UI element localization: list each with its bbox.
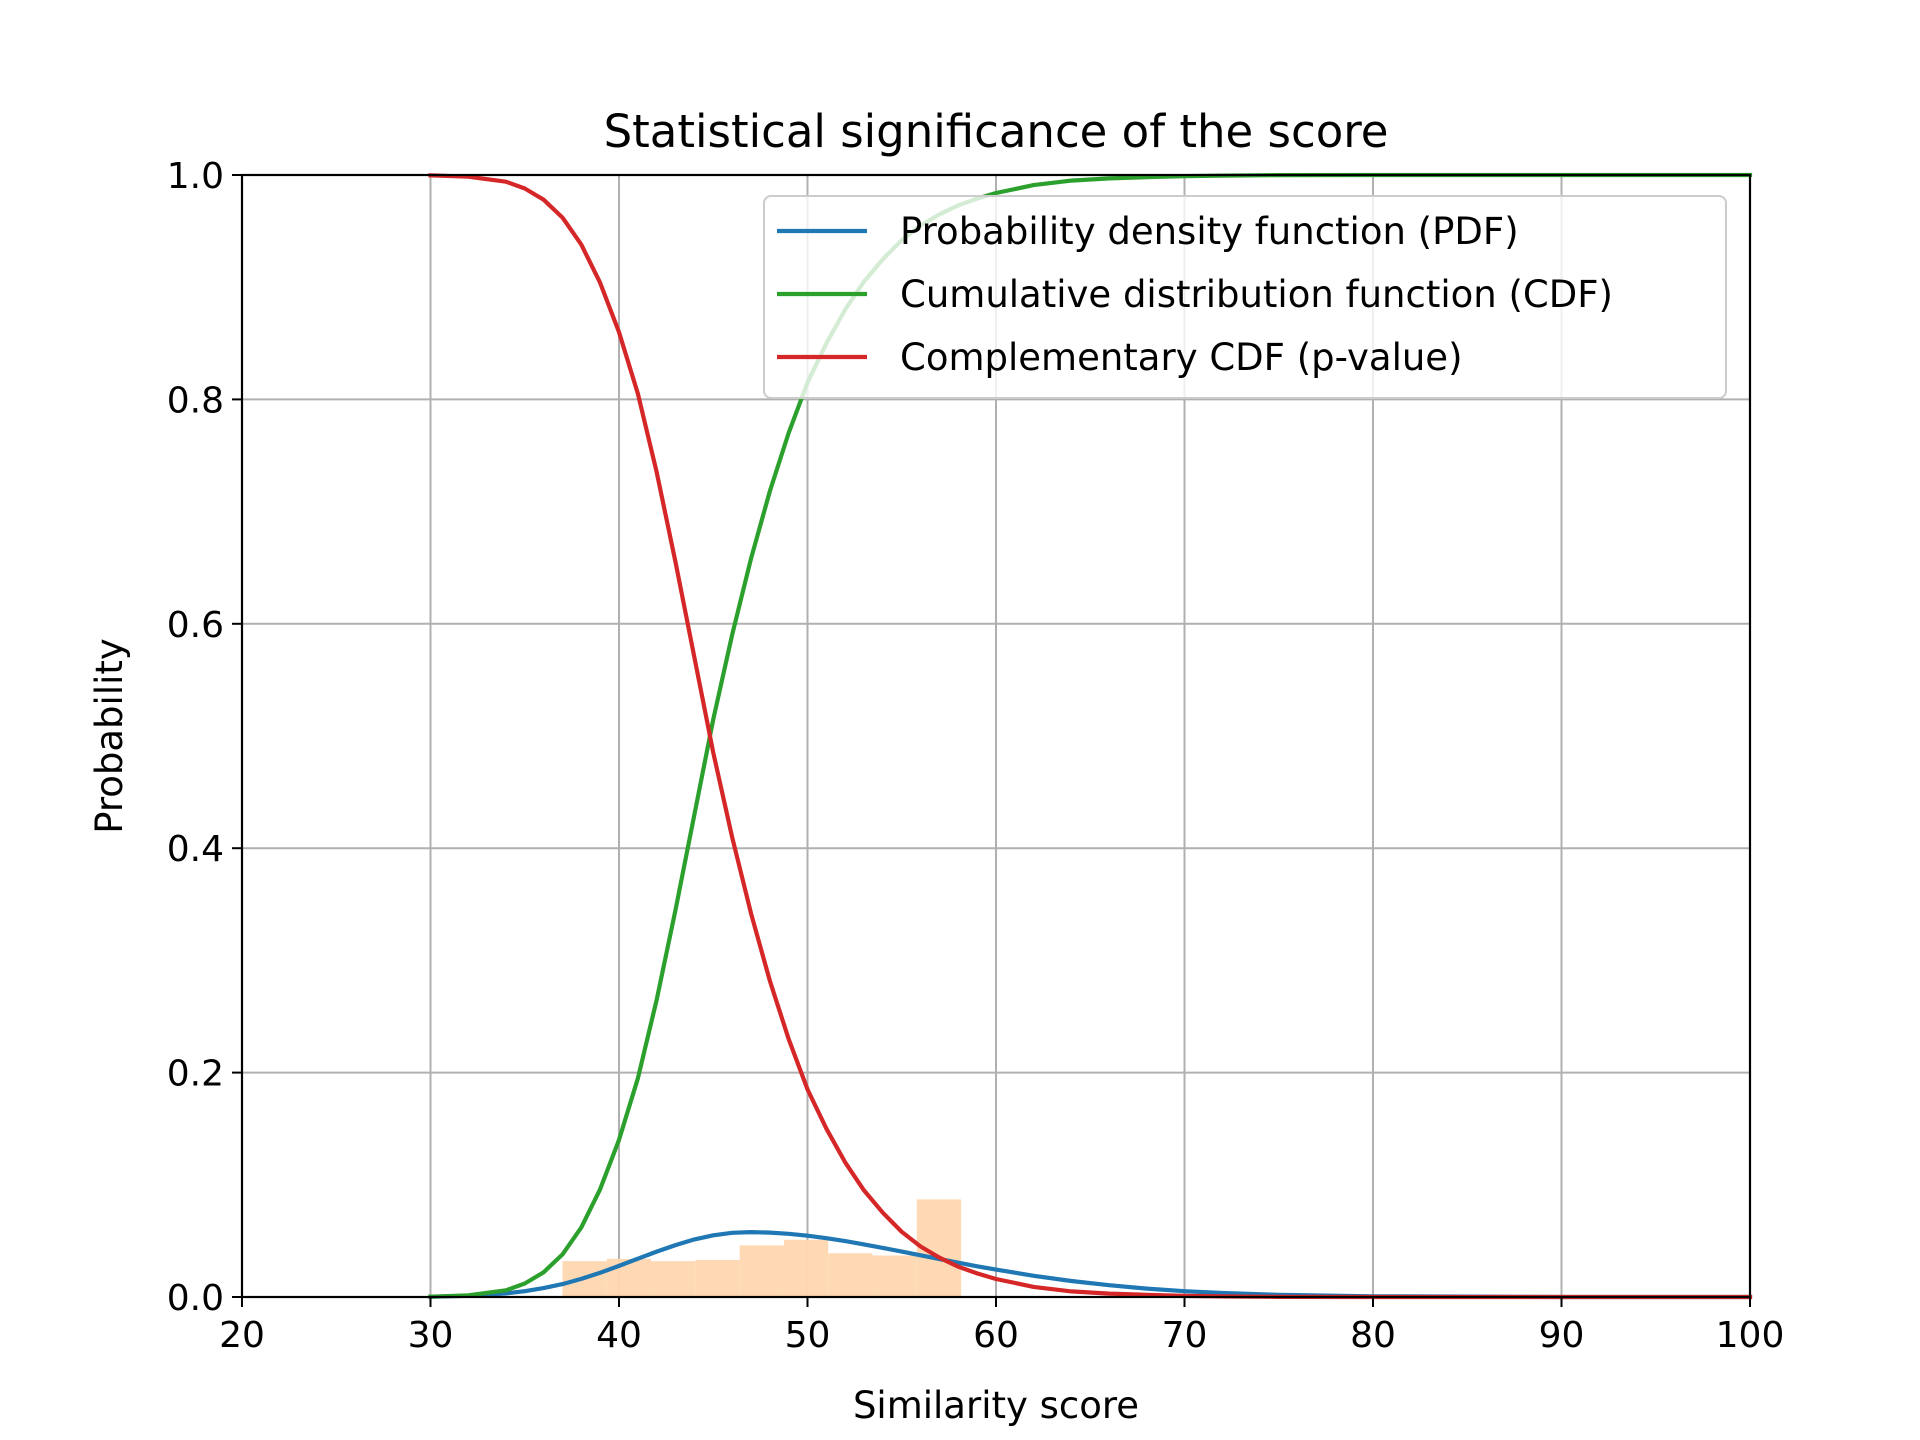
legend-label: Cumulative distribution function (CDF) <box>900 273 1613 316</box>
histogram-bar <box>739 1245 784 1297</box>
x-tick-label: 100 <box>1716 1315 1785 1356</box>
x-tick-label: 20 <box>219 1315 265 1356</box>
y-tick-label: 1.0 <box>167 156 224 197</box>
histogram-bar <box>783 1239 829 1297</box>
x-tick-label: 90 <box>1539 1315 1585 1356</box>
x-tick-label: 80 <box>1350 1315 1396 1356</box>
x-tick-label: 70 <box>1162 1315 1208 1356</box>
y-tick-label: 0.8 <box>167 380 224 421</box>
y-tick-label: 0.2 <box>167 1054 224 1095</box>
x-tick-label: 50 <box>785 1315 831 1356</box>
y-tick-label: 0.6 <box>167 605 224 646</box>
series-line-1 <box>428 1230 1753 1300</box>
y-tick-label: 0.4 <box>167 829 224 870</box>
x-axis-label: Similarity score <box>853 1384 1139 1427</box>
histogram-bar <box>828 1253 873 1297</box>
histogram-bar <box>872 1255 917 1297</box>
x-tick-label: 60 <box>973 1315 1019 1356</box>
x-tick-label: 40 <box>596 1315 642 1356</box>
y-tick-label: 0.0 <box>167 1278 224 1319</box>
x-tick-label: 30 <box>408 1315 454 1356</box>
histogram <box>562 1199 962 1297</box>
legend-label: Complementary CDF (p-value) <box>900 336 1463 379</box>
histogram-bar <box>606 1258 652 1297</box>
y-axis-label: Probability <box>88 638 131 834</box>
histogram-bar <box>695 1259 740 1297</box>
series-line-3 <box>428 173 1753 1300</box>
ticks: 20 30 40 50 60 70 80 90 100 0.0 0.2 0.4 0.6 0.8 1.0 <box>167 156 1785 1356</box>
histogram-bar <box>651 1261 696 1297</box>
legend-label: Probability density function (PDF) <box>900 210 1519 253</box>
legend-box <box>763 195 1727 399</box>
chart-title: Statistical significance of the score <box>604 105 1389 158</box>
legend: Probability density function (PDF) Cumula… <box>763 195 1727 399</box>
